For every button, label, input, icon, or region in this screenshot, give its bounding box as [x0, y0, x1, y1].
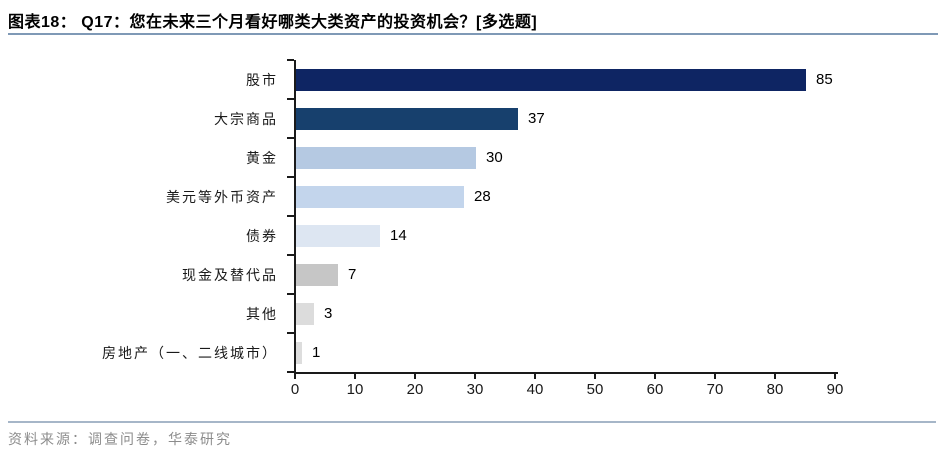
x-axis-tick [414, 374, 416, 379]
bar [296, 263, 338, 286]
value-label: 28 [474, 188, 491, 205]
bar-track: 14 [296, 216, 944, 255]
bar-row: 债券 14 [0, 216, 944, 255]
value-label: 30 [486, 149, 503, 166]
x-axis-tick-label: 70 [706, 381, 724, 398]
bar-row: 股市 85 [0, 60, 944, 99]
x-axis-tick [654, 374, 656, 379]
y-axis-tick [287, 215, 294, 217]
bar-track: 37 [296, 99, 944, 138]
footer-divider [8, 421, 936, 423]
value-label: 3 [324, 305, 333, 322]
bar-rows: 股市 85 大宗商品 37 黄金 30 美元等外币资产 28 债券 14 现金及替代品 7 其他 3 房地产… [0, 60, 944, 372]
y-axis-tick [287, 254, 294, 256]
category-label: 现金及替代品 [182, 268, 278, 284]
value-label: 14 [390, 227, 407, 244]
y-axis-tick [287, 176, 294, 178]
category-label: 股市 [246, 73, 278, 89]
category-label: 债券 [246, 229, 278, 245]
bar [296, 107, 518, 130]
bar-track: 1 [296, 333, 944, 372]
x-axis-tick [354, 374, 356, 379]
bar-row: 美元等外币资产 28 [0, 177, 944, 216]
x-axis-tick [774, 374, 776, 379]
bar [296, 146, 476, 169]
bar-track: 30 [296, 138, 944, 177]
bar-row: 大宗商品 37 [0, 99, 944, 138]
category-label: 大宗商品 [214, 112, 278, 128]
bar-row: 现金及替代品 7 [0, 255, 944, 294]
bar [296, 224, 380, 247]
value-label: 85 [816, 71, 833, 88]
bar [296, 68, 806, 91]
x-axis-line [294, 372, 838, 374]
category-label: 黄金 [246, 151, 278, 167]
x-axis-tick-label: 90 [826, 381, 844, 398]
x-axis-tick-label: 30 [466, 381, 484, 398]
y-axis-tick [287, 332, 294, 334]
value-label: 1 [312, 344, 321, 361]
title-divider [8, 33, 938, 35]
x-axis-tick-label: 50 [586, 381, 604, 398]
bar-track: 85 [296, 60, 944, 99]
y-axis-tick [287, 293, 294, 295]
bar-row: 其他 3 [0, 294, 944, 333]
x-axis-tick-label: 20 [406, 381, 424, 398]
bar-track: 3 [296, 294, 944, 333]
y-axis-tick [287, 59, 294, 61]
x-axis-tick-label: 80 [766, 381, 784, 398]
bar-row: 房地产（一、二线城市） 1 [0, 333, 944, 372]
y-axis-tick [287, 137, 294, 139]
y-axis-tick [287, 371, 294, 373]
value-label: 37 [528, 110, 545, 127]
x-axis-tick-label: 40 [526, 381, 544, 398]
bar [296, 185, 464, 208]
category-label: 美元等外币资产 [166, 190, 278, 206]
x-axis-tick [594, 374, 596, 379]
x-axis-tick [294, 374, 296, 379]
x-axis-tick [474, 374, 476, 379]
bar-track: 28 [296, 177, 944, 216]
bar-track: 7 [296, 255, 944, 294]
y-axis-line [294, 60, 296, 374]
figure-title: 图表18： Q17：您在未来三个月看好哪类大类资产的投资机会？[多选题] [8, 14, 538, 31]
y-axis-tick [287, 98, 294, 100]
x-axis-tick-label: 60 [646, 381, 664, 398]
bar-row: 黄金 30 [0, 138, 944, 177]
value-label: 7 [348, 266, 357, 283]
x-axis-tick [834, 374, 836, 379]
bar-chart: 股市 85 大宗商品 37 黄金 30 美元等外币资产 28 债券 14 现金及替代品 7 其他 3 房地产… [0, 59, 944, 400]
source-note: 资料来源：调查问卷，华泰研究 [8, 433, 232, 448]
category-label: 其他 [246, 307, 278, 323]
x-axis-tick [534, 374, 536, 379]
category-label: 房地产（一、二线城市） [102, 346, 278, 362]
bar [296, 341, 302, 364]
x-axis-tick-label: 0 [290, 381, 300, 398]
x-axis-tick [714, 374, 716, 379]
x-axis-tick-label: 10 [346, 381, 364, 398]
bar [296, 302, 314, 325]
